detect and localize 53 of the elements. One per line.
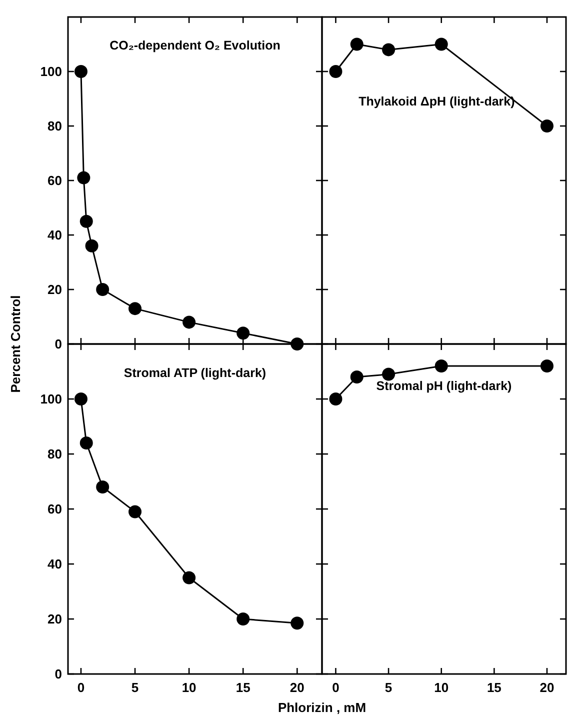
- x-tick-label: 20: [290, 680, 304, 695]
- point: [290, 616, 304, 630]
- point: [182, 316, 196, 329]
- y-tick-label: 40: [48, 228, 62, 242]
- y-tick-label: 60: [48, 173, 62, 188]
- point: [74, 392, 88, 406]
- point: [77, 171, 90, 184]
- point: [74, 65, 88, 78]
- x-tick-label: 15: [486, 680, 502, 695]
- x-tick-label: 5: [384, 680, 392, 695]
- point: [350, 370, 364, 384]
- point: [350, 38, 364, 51]
- y-tick-label: 80: [48, 118, 62, 134]
- point: [182, 571, 196, 584]
- y-tick-label: 20: [48, 282, 62, 297]
- point: [382, 43, 396, 56]
- point: [236, 326, 250, 340]
- point: [329, 65, 342, 78]
- point: [80, 214, 93, 228]
- text: Thylakoid ΔpH (light-dark): [358, 94, 515, 108]
- y-tick-label: 0: [54, 666, 62, 682]
- x-tick-label: 20: [540, 680, 554, 695]
- x-tick-label: 10: [182, 680, 196, 695]
- y-tick-label: 20: [48, 612, 62, 626]
- x-tick-label: 10: [434, 680, 449, 695]
- y-tick-label: 100: [40, 64, 62, 79]
- point: [434, 38, 448, 51]
- text: CO₂-dependent O₂ Evolution: [110, 38, 280, 53]
- y-axis-title: Percent Control: [8, 295, 23, 393]
- point: [96, 480, 110, 494]
- x-tick-label: 0: [77, 680, 85, 695]
- text: Stromal ATP (light-dark): [124, 366, 266, 380]
- y-tick-label: 0: [54, 336, 62, 352]
- y-tick-label: 60: [48, 502, 62, 516]
- y-tick-label: 80: [48, 446, 62, 462]
- point: [329, 392, 342, 406]
- point: [128, 505, 142, 518]
- y-tick-label: 40: [48, 556, 62, 572]
- point: [96, 283, 110, 296]
- point: [540, 120, 554, 132]
- x-tick-label: 0: [332, 680, 340, 695]
- point: [128, 302, 142, 316]
- x-tick-label: 15: [236, 680, 250, 695]
- text: Stromal pH (light-dark): [376, 379, 512, 394]
- x-axis-title: Phlorizin , mM: [278, 700, 366, 715]
- x-tick-label: 5: [131, 680, 139, 695]
- point: [80, 436, 93, 450]
- point: [236, 612, 250, 626]
- point: [85, 239, 98, 252]
- y-tick-label: 100: [40, 392, 62, 406]
- point: [382, 368, 396, 381]
- point: [434, 360, 448, 372]
- point: [540, 360, 554, 372]
